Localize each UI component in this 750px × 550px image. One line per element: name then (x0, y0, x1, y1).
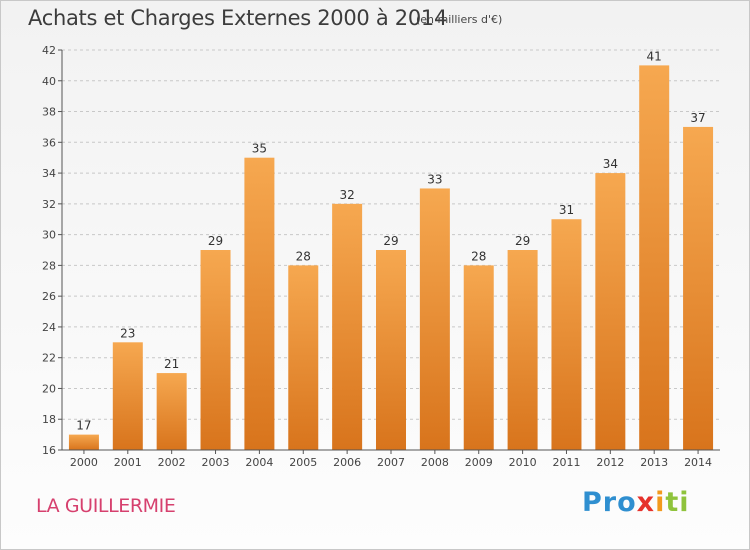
y-tick-label: 16 (42, 444, 56, 457)
y-tick-label: 38 (42, 106, 56, 119)
x-tick-label-2007: 2007 (377, 456, 405, 469)
bar-2009 (463, 265, 494, 450)
data-label-2002: 21 (164, 357, 179, 371)
commune-name: LA GUILLERMIE (36, 495, 176, 517)
x-tick-label-2000: 2000 (70, 456, 98, 469)
data-label-2004: 35 (252, 142, 267, 156)
bar-2001 (112, 342, 143, 450)
data-label-2006: 32 (339, 188, 354, 202)
x-tick-label-2005: 2005 (289, 456, 317, 469)
y-tick-label: 24 (42, 321, 56, 334)
bar-2005 (288, 265, 319, 450)
axes: 16 18 20 22 24 26 28 30 32 34 36 38 40 42 2000 2001 2002… (42, 44, 720, 469)
y-tick-label: 42 (42, 44, 56, 57)
data-label-2005: 28 (296, 249, 311, 263)
chart-title: Achats et Charges Externes 2000 à 2014 (28, 6, 448, 30)
chart-unit-subtitle: (en milliers d'€) (416, 13, 503, 26)
bar-2011 (551, 219, 582, 450)
bar-2013 (639, 65, 670, 450)
logo-part-ti: ti (665, 487, 690, 518)
bar-2012 (595, 173, 626, 451)
y-tick-label: 26 (42, 290, 56, 303)
bar-2004 (244, 157, 275, 450)
logo-part-x: x (636, 487, 656, 518)
bar-2008 (419, 188, 450, 450)
x-tick-label-2001: 2001 (114, 456, 142, 469)
data-label-2001: 23 (120, 326, 135, 340)
x-tick-label-2013: 2013 (640, 456, 668, 469)
bar-2000 (68, 434, 99, 450)
bar-2010 (507, 250, 538, 450)
data-labels: 17 23 21 29 35 28 32 29 33 28 29 31 34 41 37 (76, 49, 705, 432)
y-tick-label: 32 (42, 198, 56, 211)
x-tick-label-2003: 2003 (202, 456, 230, 469)
bar-2006 (332, 203, 363, 450)
data-label-2000: 17 (76, 419, 91, 433)
y-tick-label: 22 (42, 352, 56, 365)
y-tick-label: 34 (42, 167, 56, 180)
bars (68, 65, 714, 451)
y-tick-label: 28 (42, 259, 56, 272)
bar-2014 (683, 126, 714, 450)
logo-part-pro: Pro (582, 487, 637, 518)
data-label-2010: 29 (515, 234, 530, 248)
y-tick-label: 20 (42, 382, 56, 395)
y-tick-label: 30 (42, 229, 56, 242)
proxiti-logo[interactable]: Proxiti (582, 487, 690, 518)
bar-2007 (376, 250, 406, 450)
x-tick-label-2002: 2002 (158, 456, 186, 469)
x-tick-label-2009: 2009 (465, 456, 493, 469)
x-tick-label-2010: 2010 (509, 456, 537, 469)
data-label-2008: 33 (427, 172, 442, 186)
data-label-2014: 37 (690, 111, 705, 125)
x-tick-label-2011: 2011 (552, 456, 580, 469)
data-label-2003: 29 (208, 234, 223, 248)
data-label-2009: 28 (471, 249, 486, 263)
x-tick-label-2012: 2012 (596, 456, 624, 469)
data-label-2011: 31 (559, 203, 574, 217)
data-label-2007: 29 (383, 234, 398, 248)
x-tick-label-2004: 2004 (245, 456, 273, 469)
y-tick-label: 40 (42, 75, 56, 88)
y-tick-label: 36 (42, 136, 56, 149)
bar-2003 (200, 250, 231, 450)
data-label-2013: 41 (647, 49, 662, 63)
y-tick-label: 18 (42, 413, 56, 426)
x-tick-label-2008: 2008 (421, 456, 449, 469)
data-label-2012: 34 (603, 157, 618, 171)
x-tick-label-2014: 2014 (684, 456, 712, 469)
logo-part-i: i (655, 487, 666, 518)
x-tick-label-2006: 2006 (333, 456, 361, 469)
bar-2002 (156, 373, 187, 450)
